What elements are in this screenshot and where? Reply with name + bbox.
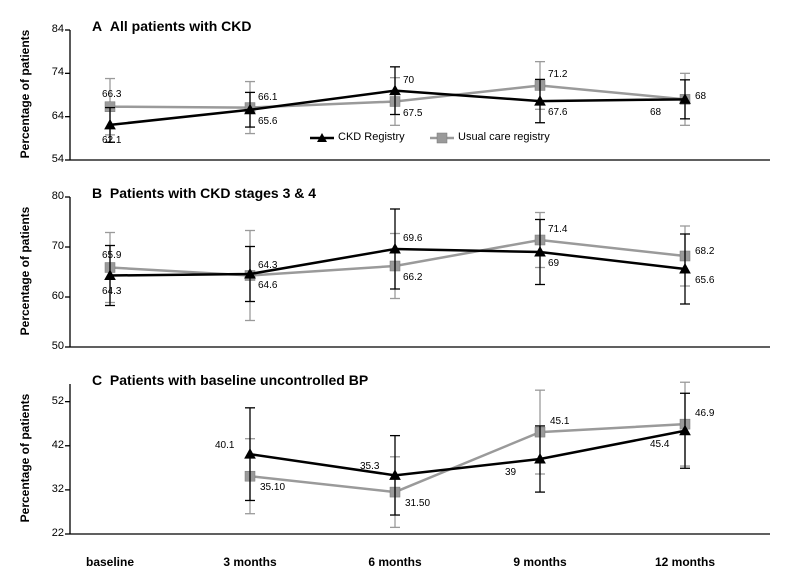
y-tick-label: 84 — [40, 23, 64, 35]
data-label: 45.4 — [650, 439, 669, 450]
data-label: 31.50 — [405, 498, 430, 509]
y-tick-label: 52 — [40, 395, 64, 407]
x-tick-label: 12 months — [645, 555, 725, 569]
data-label: 68 — [695, 91, 706, 102]
data-label: 70 — [403, 75, 414, 86]
y-tick-label: 64 — [40, 110, 64, 122]
panel-title: B Patients with CKD stages 3 & 4 — [92, 185, 316, 201]
data-label: 65.6 — [258, 116, 277, 127]
data-label: 71.2 — [548, 69, 567, 80]
data-label: 35.10 — [260, 482, 285, 493]
y-tick-label: 42 — [40, 439, 64, 451]
panel-title: C Patients with baseline uncontrolled BP — [92, 372, 368, 388]
x-tick-label: 3 months — [210, 555, 290, 569]
chart-figure: 54 64 74 84 A All patients with CKD Percentag… — [0, 0, 800, 585]
data-label: 69 — [548, 258, 559, 269]
data-label: 45.1 — [550, 416, 569, 427]
y-tick-label: 50 — [40, 340, 64, 352]
y-axis-label: Percentage of patients — [18, 201, 32, 341]
data-label: 64.3 — [258, 260, 277, 271]
y-tick-label: 70 — [40, 240, 64, 252]
data-label: 65.9 — [102, 250, 121, 261]
data-label: 64.6 — [258, 280, 277, 291]
y-tick-label: 22 — [40, 527, 64, 539]
series-ckd-line — [250, 431, 685, 476]
y-tick-label: 60 — [40, 290, 64, 302]
y-tick-label: 54 — [40, 153, 64, 165]
data-label: 39 — [505, 467, 516, 478]
data-label: 66.2 — [403, 272, 422, 283]
x-tick-label: 9 months — [500, 555, 580, 569]
panel-title: A All patients with CKD — [92, 18, 251, 34]
legend-label-usual: Usual care registry — [458, 131, 550, 143]
data-label: 66.3 — [102, 89, 121, 100]
data-label: 71.4 — [548, 224, 567, 235]
data-label: 62.1 — [102, 135, 121, 146]
data-label: 68 — [650, 107, 661, 118]
y-axis-label: Percentage of patients — [18, 388, 32, 528]
data-label: 40.1 — [215, 440, 234, 451]
data-label: 67.5 — [403, 108, 422, 119]
data-label: 65.6 — [695, 275, 714, 286]
data-label: 46.9 — [695, 408, 714, 419]
x-tick-label: baseline — [70, 555, 150, 569]
data-label: 68.2 — [695, 246, 714, 257]
data-label: 64.3 — [102, 286, 121, 297]
data-label: 35.3 — [360, 461, 379, 472]
y-tick-label: 80 — [40, 190, 64, 202]
y-axis-label: Percentage of patients — [18, 24, 32, 164]
data-label: 67.6 — [548, 107, 567, 118]
data-label: 69.6 — [403, 233, 422, 244]
x-tick-label: 6 months — [355, 555, 435, 569]
y-tick-label: 32 — [40, 483, 64, 495]
legend-label-ckd: CKD Registry — [338, 131, 405, 143]
data-label: 66.1 — [258, 92, 277, 103]
y-tick-label: 74 — [40, 66, 64, 78]
series-usual-line — [250, 424, 685, 492]
